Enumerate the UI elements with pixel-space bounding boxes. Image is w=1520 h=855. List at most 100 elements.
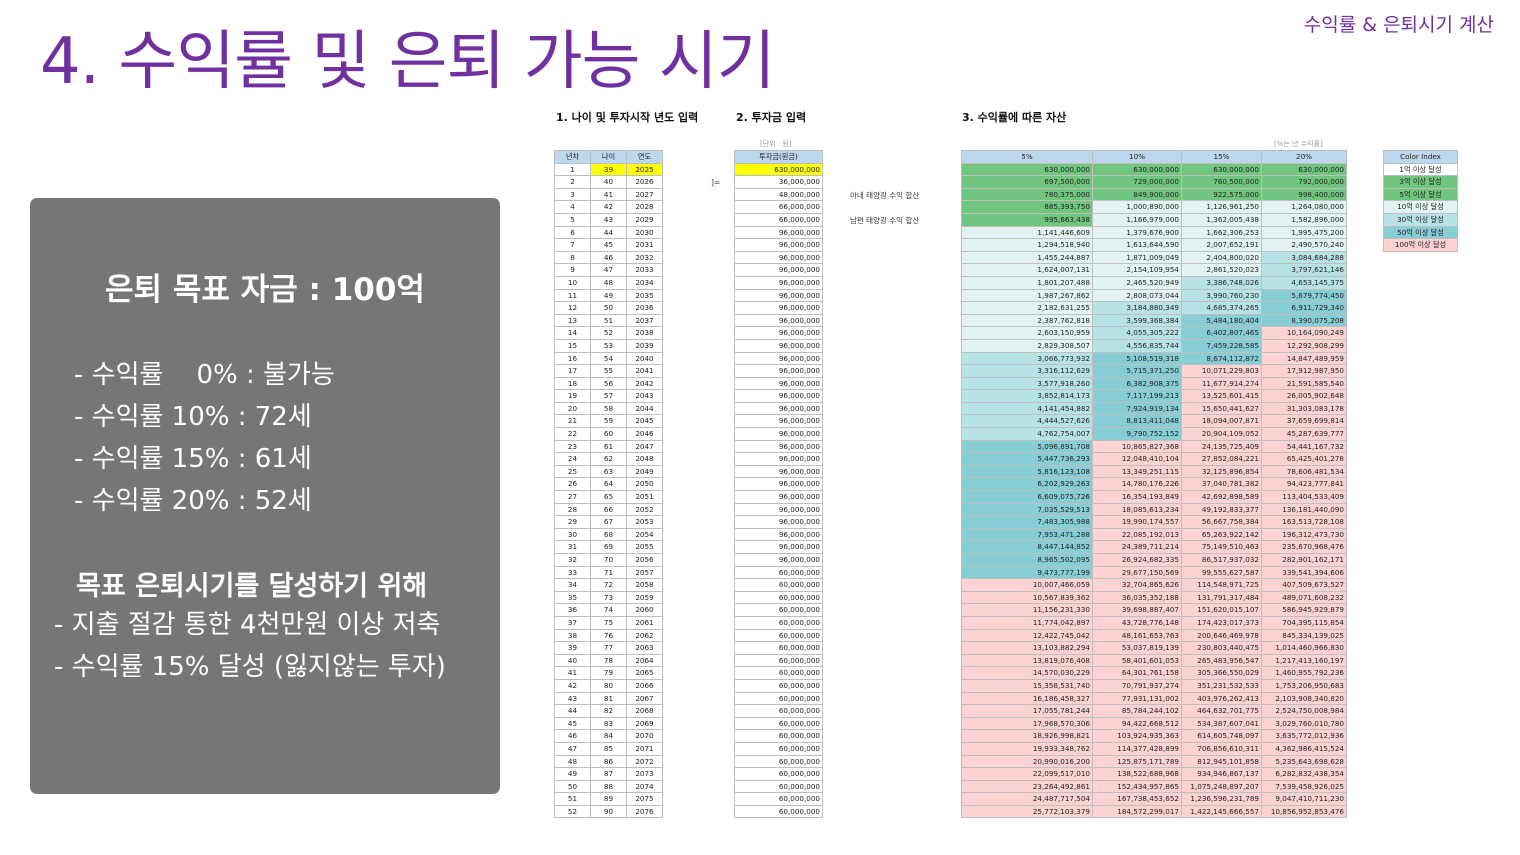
table-row: 60,000,000 — [734, 628, 823, 643]
asset-cell-r10: 12,048,410,104 — [1092, 452, 1182, 466]
asset-cell-r20: 26,005,902,648 — [1261, 389, 1347, 403]
year-no-cell: 50 — [554, 779, 591, 794]
asset-cell-r15: 922,575,000 — [1181, 187, 1262, 202]
table-row: 1,987,267,862 2,808,073,044 3,990,760,230 5… — [961, 288, 1347, 303]
table-row: 52 90 2076 — [554, 804, 663, 819]
table-row: 6,609,075,726 16,354,193,849 42,692,898,58… — [961, 490, 1347, 504]
table-row: 46 84 2070 — [554, 729, 663, 743]
asset-cell-r10: 94,422,668,512 — [1092, 716, 1182, 731]
asset-cell-r15: 3,990,760,230 — [1181, 288, 1262, 303]
asset-cell-r15: 86,517,937,032 — [1181, 553, 1262, 567]
asset-cell-r15: 706,856,610,311 — [1181, 741, 1262, 756]
asset-cell-r10: 3,599,368,384 — [1092, 313, 1182, 328]
year-no-cell: 10 — [554, 275, 591, 290]
table-row: 60,000,000 — [734, 678, 823, 693]
year-cell: 2036 — [626, 301, 663, 315]
asset-cell-r5: 8,965,502,095 — [961, 553, 1093, 567]
year-no-cell: 46 — [554, 729, 591, 743]
asset-cell-r15: 56,667,758,384 — [1181, 515, 1262, 529]
table-row: 10,007,466,059 32,704,865,626 114,548,971,… — [961, 578, 1347, 592]
investment-cell: 96,000,000 — [734, 301, 823, 315]
asset-cell-r10: 32,704,865,626 — [1092, 578, 1182, 592]
investment-cell: 60,000,000 — [734, 754, 823, 769]
action-step: - 지출 절감 통한 4천만원 이상 저축 — [54, 610, 441, 640]
asset-cell-r10: 64,301,761,158 — [1092, 666, 1182, 680]
year-cell: 2035 — [626, 288, 663, 303]
asset-cell-r10: 1,871,009,049 — [1092, 250, 1182, 265]
asset-cell-r5: 3,577,918,260 — [961, 376, 1093, 391]
year-no-cell: 31 — [554, 540, 591, 554]
table-row: 96,000,000 — [734, 225, 823, 240]
asset-cell-r5: 18,926,998,821 — [961, 729, 1093, 743]
year-no-cell: 11 — [554, 288, 591, 303]
asset-cell-r10: 2,808,073,044 — [1092, 288, 1182, 303]
asset-cell-r10: 70,791,937,274 — [1092, 678, 1182, 693]
asset-cell-r20: 489,071,608,232 — [1261, 590, 1347, 605]
age-cell: 56 — [590, 376, 627, 391]
asset-cell-r10: 7,117,199,213 — [1092, 389, 1182, 403]
goal-heading: 목표 은퇴시기를 달성하기 위해 — [76, 571, 428, 602]
asset-cell-r15: 305,366,550,029 — [1181, 666, 1262, 680]
asset-cell-r10: 43,728,776,148 — [1092, 615, 1182, 630]
year-no-cell: 12 — [554, 301, 591, 315]
table-row: 60,000,000 — [734, 590, 823, 605]
investment-cell: 60,000,000 — [734, 628, 823, 643]
year-no-cell: 2 — [554, 175, 591, 189]
asset-cell-r10: 9,790,752,152 — [1092, 427, 1182, 441]
investment-cell: 96,000,000 — [734, 288, 823, 303]
action-step: - 수익률 15% 달성 (잃지않는 투자) — [54, 652, 446, 682]
table-row: 96,000,000 — [734, 439, 823, 454]
asset-cell-r5: 630,000,000 — [961, 162, 1093, 177]
asset-cell-r5: 3,316,112,629 — [961, 364, 1093, 378]
year-no-cell: 28 — [554, 502, 591, 517]
asset-cell-r5: 4,141,454,882 — [961, 401, 1093, 416]
investment-cell: 96,000,000 — [734, 364, 823, 378]
asset-cell-r15: 5,484,180,404 — [1181, 313, 1262, 328]
investment-cell: 60,000,000 — [734, 565, 823, 580]
asset-cell-r10: 26,924,682,335 — [1092, 553, 1182, 567]
asset-cell-r5: 1,801,207,488 — [961, 275, 1093, 290]
age-cell: 70 — [590, 553, 627, 567]
asset-cell-r20: 704,395,115,854 — [1261, 615, 1347, 630]
table-row: 25,772,103,379 184,572,299,017 1,422,145,6… — [961, 804, 1347, 819]
age-cell: 90 — [590, 804, 627, 819]
header-subtitle: 수익률 & 은퇴시기 계산 — [1303, 14, 1494, 36]
table-row: 2,829,308,507 4,556,835,744 7,459,228,585 1… — [961, 338, 1347, 353]
asset-cell-r5: 995,663,438 — [961, 212, 1093, 227]
asset-cell-r15: 1,422,145,666,557 — [1181, 804, 1262, 819]
table-row: 9,473,777,199 29,677,150,569 99,555,627,58… — [961, 565, 1347, 580]
age-cell: 51 — [590, 313, 627, 328]
asset-cell-r5: 2,387,762,818 — [961, 313, 1093, 328]
legend-title: Color Index — [1383, 150, 1458, 164]
asset-cell-r10: 5,715,371,250 — [1092, 364, 1182, 378]
table-row: 30 68 2054 — [554, 527, 663, 542]
year-cell: 2029 — [626, 212, 663, 227]
table-row: 96,000,000 — [734, 401, 823, 416]
asset-cell-r5: 19,933,348,762 — [961, 741, 1093, 756]
year-cell: 2032 — [626, 250, 663, 265]
year-cell: 2062 — [626, 628, 663, 643]
table-row: 29 67 2053 — [554, 515, 663, 529]
table-row: 96,000,000 — [734, 527, 823, 542]
summary-panel: 은퇴 목표 자금 : 100억 - 수익률 0% : 불가능 - 수익률 10%… — [30, 198, 500, 794]
asset-cell-r5: 3,852,814,173 — [961, 389, 1093, 403]
asset-cell-r20: 5,679,774,450 — [1261, 288, 1347, 303]
investment-cell: 60,000,000 — [734, 767, 823, 781]
asset-cell-r10: 6,382,908,375 — [1092, 376, 1182, 391]
asset-cell-r10: 1,166,979,000 — [1092, 212, 1182, 227]
asset-cell-r5: 885,393,750 — [961, 200, 1093, 214]
investment-table: 투자금(원금) 630,000,000 36,000,000 48,000,000 6… — [734, 150, 823, 819]
table-row: 39 77 2063 — [554, 641, 663, 655]
asset-cell-r15: 934,946,867,137 — [1181, 767, 1262, 781]
investment-cell: 96,000,000 — [734, 464, 823, 479]
year-cell: 2070 — [626, 729, 663, 743]
age-cell: 61 — [590, 439, 627, 454]
table-row: 60,000,000 — [734, 691, 823, 706]
table-row: 1,801,207,488 2,465,520,949 3,386,748,026 4… — [961, 275, 1347, 290]
asset-cell-r10: 14,780,176,226 — [1092, 477, 1182, 492]
legend-item: 10억 이상 달성 — [1383, 200, 1458, 214]
table-row: 5,447,736,293 12,048,410,104 27,852,084,22… — [961, 452, 1347, 466]
rate-result: - 수익률 15% : 61세 — [74, 444, 312, 474]
year-cell: 2052 — [626, 502, 663, 517]
asset-cell-r10: 16,354,193,849 — [1092, 490, 1182, 504]
